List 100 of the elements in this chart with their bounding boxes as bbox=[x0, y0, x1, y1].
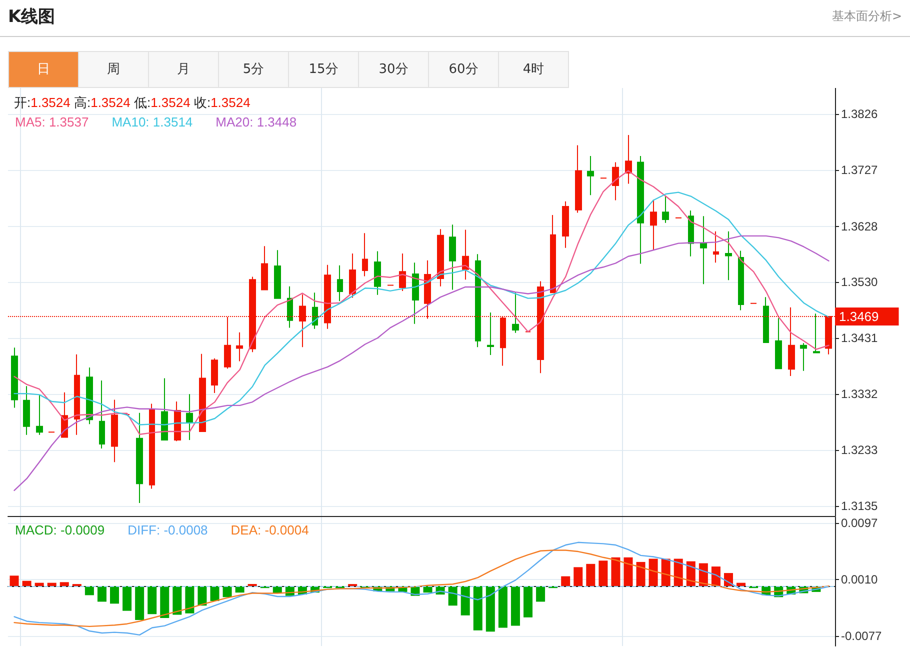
candlestick bbox=[813, 313, 820, 354]
bar bbox=[736, 582, 746, 586]
bar bbox=[122, 586, 132, 611]
bar bbox=[661, 558, 670, 586]
bar bbox=[172, 586, 182, 615]
candlestick bbox=[487, 312, 494, 356]
bar bbox=[160, 586, 170, 618]
bar bbox=[210, 586, 220, 602]
text: 4时 bbox=[499, 52, 569, 87]
candlestick bbox=[575, 144, 582, 214]
text: MA20: 1.3448 bbox=[216, 114, 297, 130]
y-tick-label: 1.3826 bbox=[841, 107, 878, 122]
bar bbox=[135, 586, 144, 620]
text: 15分 bbox=[289, 52, 359, 87]
text: 60分 bbox=[429, 52, 499, 87]
bar bbox=[148, 586, 157, 614]
bar bbox=[97, 586, 106, 602]
text: MACD: -0.0009 bbox=[15, 522, 105, 538]
candlestick bbox=[287, 286, 293, 328]
candlestick bbox=[562, 200, 569, 248]
bar bbox=[185, 586, 194, 614]
bar bbox=[34, 582, 44, 586]
bar bbox=[636, 562, 646, 586]
candlestick bbox=[713, 230, 719, 264]
candlestick bbox=[374, 250, 381, 296]
bar bbox=[611, 557, 620, 586]
candlestick bbox=[688, 210, 694, 257]
candlestick bbox=[550, 214, 556, 294]
candlestick bbox=[261, 246, 268, 290]
candlestick bbox=[512, 292, 519, 334]
y-tick-label: 1.3431 bbox=[841, 330, 878, 345]
candlestick bbox=[337, 264, 343, 302]
text: 日 bbox=[9, 52, 79, 87]
bar bbox=[84, 586, 94, 596]
candlestick bbox=[136, 412, 143, 504]
bar bbox=[47, 582, 56, 586]
bar bbox=[598, 560, 608, 586]
y-tick-label: 1.3233 bbox=[841, 443, 878, 458]
candlestick bbox=[662, 196, 669, 224]
candlestick bbox=[725, 230, 732, 281]
line-series bbox=[14, 235, 830, 492]
candlestick bbox=[274, 250, 281, 299]
bar bbox=[460, 586, 470, 616]
candlestick bbox=[36, 394, 43, 436]
y-tick-label: 1.3628 bbox=[841, 219, 878, 234]
candlestick bbox=[437, 228, 444, 287]
text: DIFF: -0.0008 bbox=[128, 522, 208, 538]
text: DEA: -0.0004 bbox=[230, 522, 309, 538]
candlestick bbox=[149, 403, 155, 490]
candlestick bbox=[74, 354, 80, 436]
candlestick bbox=[199, 353, 206, 432]
y-tick-label: -0.0077 bbox=[841, 629, 882, 644]
bar bbox=[486, 586, 495, 632]
bar bbox=[624, 557, 633, 586]
y-tick-label: 1.3727 bbox=[841, 163, 878, 178]
y-tick-label: 1.3135 bbox=[841, 498, 878, 513]
candlestick bbox=[612, 162, 619, 201]
bar bbox=[222, 586, 232, 598]
candlestick bbox=[236, 332, 243, 362]
candlestick bbox=[23, 386, 30, 436]
candlestick bbox=[11, 347, 18, 408]
candlestick bbox=[462, 229, 469, 280]
candlestick bbox=[625, 134, 632, 184]
candlestick bbox=[738, 250, 744, 311]
y-tick-label: 0.0097 bbox=[841, 516, 878, 530]
candlestick bbox=[349, 253, 356, 298]
bar bbox=[498, 586, 508, 628]
line-series bbox=[14, 550, 830, 628]
bar bbox=[22, 580, 32, 586]
candlestick bbox=[99, 380, 105, 450]
candlestick bbox=[224, 316, 231, 370]
candlestick bbox=[587, 156, 594, 196]
candlestick bbox=[186, 394, 193, 441]
text: MA10: 1.3514 bbox=[112, 114, 193, 130]
text: 周 bbox=[79, 52, 149, 87]
text: 5分 bbox=[219, 52, 289, 87]
candlestick bbox=[161, 378, 168, 441]
bar bbox=[586, 564, 596, 586]
line-series bbox=[14, 542, 830, 636]
candlestick bbox=[449, 224, 456, 290]
bar bbox=[524, 586, 533, 618]
candlestick bbox=[111, 399, 118, 463]
candlestick bbox=[362, 232, 368, 277]
bar bbox=[448, 586, 458, 606]
bar bbox=[60, 582, 69, 586]
text: 月 bbox=[149, 52, 219, 87]
candlestick bbox=[312, 292, 318, 330]
candlestick bbox=[399, 253, 406, 292]
candlestick bbox=[475, 254, 481, 348]
y-tick-label: 0.0010 bbox=[841, 572, 878, 587]
text: 基本面分析> bbox=[832, 8, 902, 25]
candlestick bbox=[775, 318, 782, 370]
bar bbox=[574, 567, 583, 586]
annotation: 开:1.3524 高:1.3524 低:1.3524 收:1.3524 bbox=[14, 95, 250, 110]
y-tick-label: 1.3530 bbox=[841, 274, 878, 289]
ref-line-label: 1.3469 bbox=[839, 308, 879, 324]
candlestick bbox=[650, 199, 657, 251]
candlestick bbox=[637, 156, 644, 264]
candlestick bbox=[800, 342, 807, 372]
bar bbox=[648, 558, 658, 586]
